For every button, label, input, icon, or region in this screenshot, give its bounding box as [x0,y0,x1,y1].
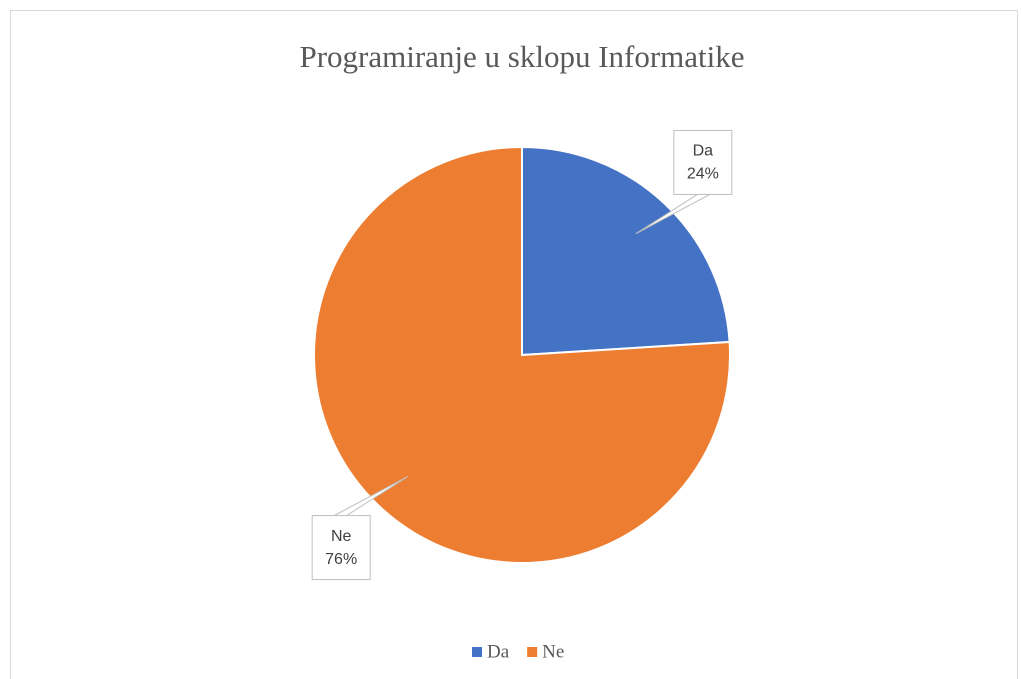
data-label-name: Ne [331,528,352,545]
data-label-value: 24% [687,166,719,183]
chart-title: Programiranje u sklopu Informatike [299,39,744,74]
callout-cover [313,516,334,537]
pie-slice [521,145,731,357]
pie-slice [313,145,731,564]
legend-swatch [527,647,538,657]
data-label-value: 76% [325,551,357,568]
callout-cover [710,173,731,194]
data-label-name: Da [693,143,714,160]
legend-label: Ne [542,641,564,662]
legend-swatch [472,647,482,657]
legend-label: Da [487,641,510,662]
